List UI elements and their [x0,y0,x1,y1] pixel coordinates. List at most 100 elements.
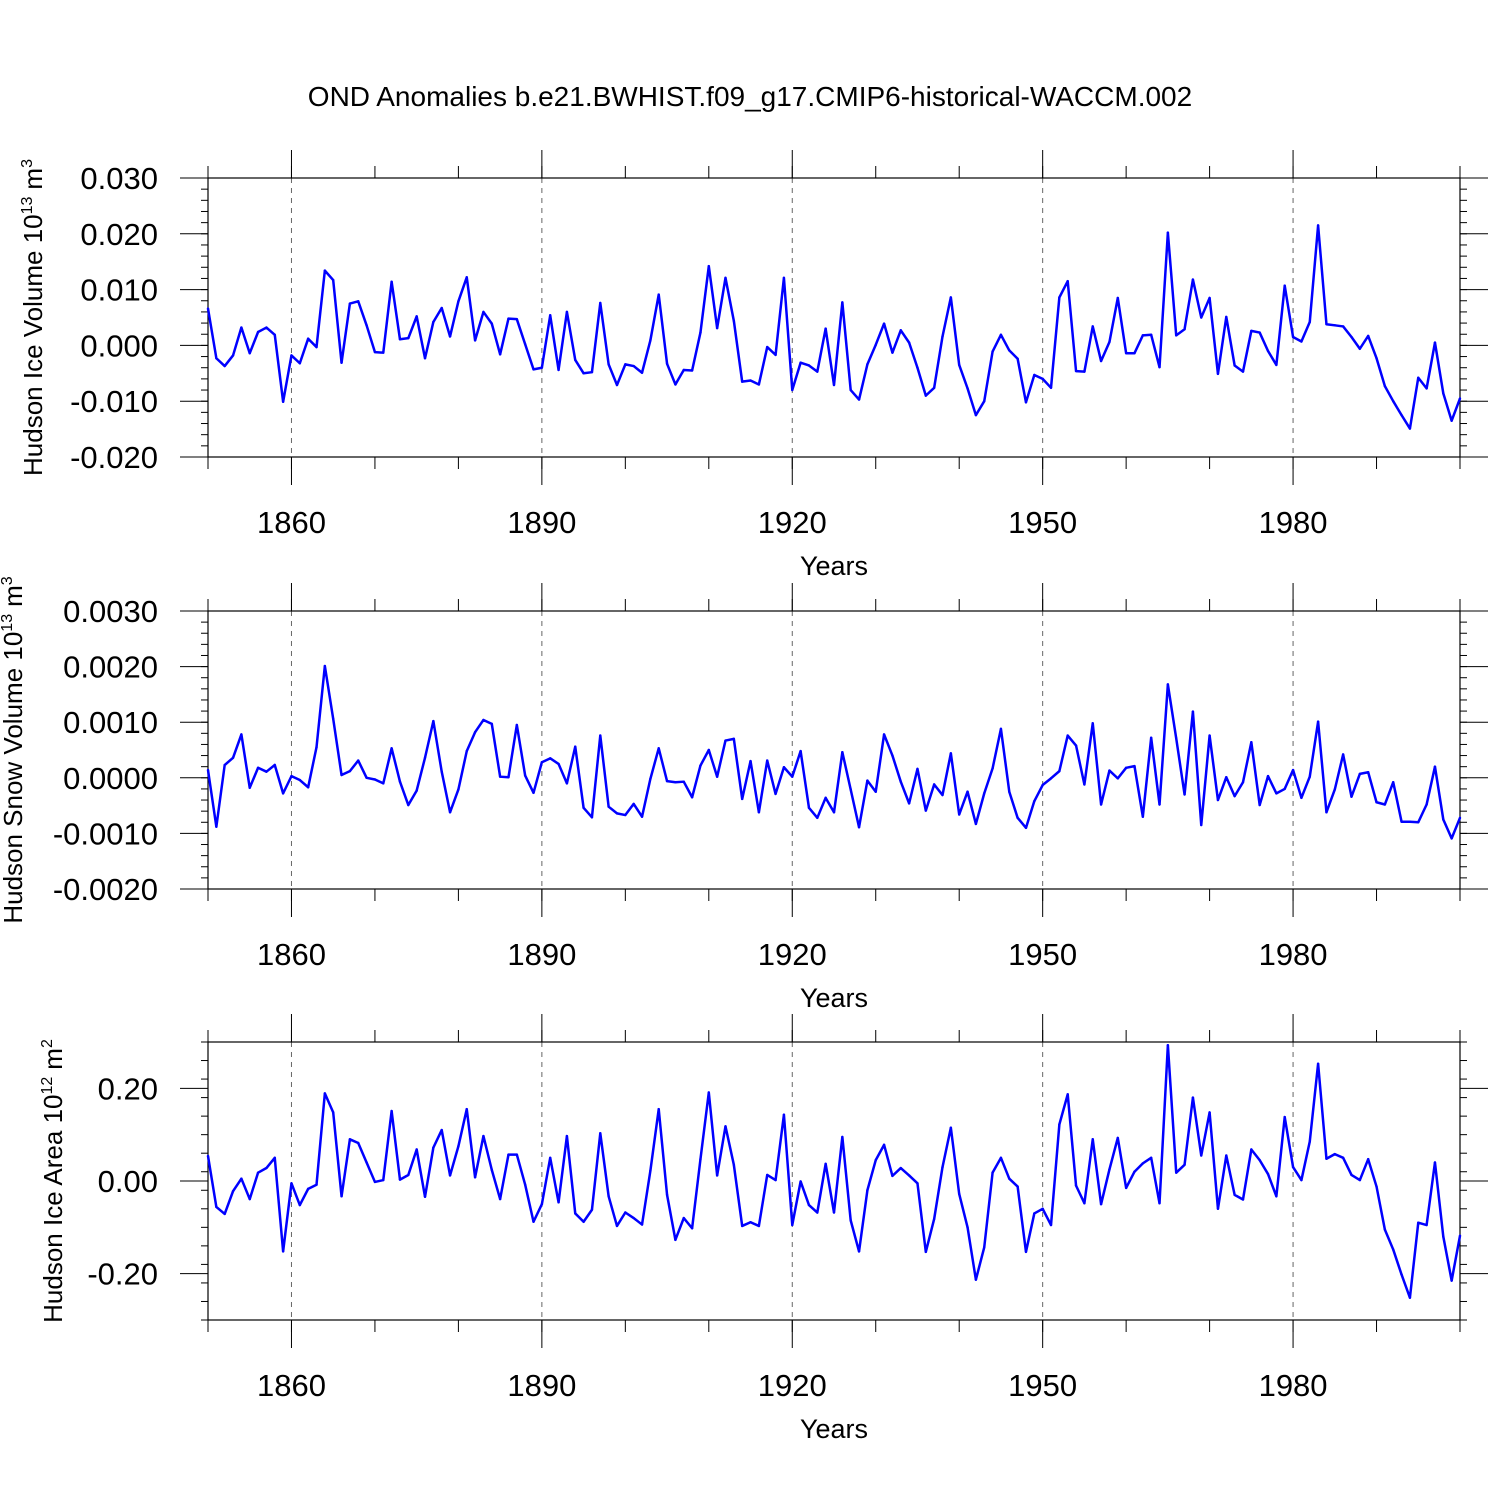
data-point [924,394,928,397]
data-point [599,1132,602,1135]
data-point [1099,359,1103,363]
data-point [1308,1140,1311,1143]
data-point [1325,811,1328,814]
data-point [1108,340,1111,344]
data-point [482,1134,485,1138]
data-point [1383,1228,1387,1231]
y-axis-label-part: Hudson Snow Volume 10 [0,632,28,924]
data-point [1283,787,1286,791]
x-tick-label: 1890 [507,505,576,540]
data-point [699,764,702,767]
data-point [1158,1202,1161,1205]
data-point [1366,771,1370,774]
data-point [1458,1234,1462,1237]
data-point [816,370,819,373]
data-point [1341,1156,1345,1160]
data-point [306,786,310,789]
data-point [398,338,402,341]
data-point [1433,341,1437,344]
data-point [390,1109,393,1113]
data-point [281,1250,285,1253]
data-point [1208,734,1211,737]
y-axis-label: Hudson Ice Area 1012 m2 [38,1039,68,1323]
data-point [1358,1178,1362,1182]
data-point [1392,781,1395,784]
data-point [1442,818,1445,821]
data-point [1175,737,1178,740]
data-point [382,351,385,354]
data-point [440,306,443,310]
data-point [1258,803,1261,807]
data-point [1392,400,1395,403]
data-point [824,796,827,800]
data-point [465,749,468,753]
data-point [1066,1093,1069,1096]
data-point [1291,1165,1295,1169]
y-tick-label: -0.20 [87,1257,158,1292]
data-point [1458,397,1462,400]
x-tick-label: 1860 [257,505,326,540]
data-point [565,782,569,785]
data-point [1149,736,1153,739]
data-point [682,368,685,372]
data-point [1325,1157,1328,1160]
data-point [557,1201,560,1204]
data-point [407,336,410,340]
data-point [515,723,519,727]
data-point [1083,783,1086,786]
data-point [440,1128,443,1132]
data-point [490,1168,493,1172]
data-point [1074,744,1078,747]
data-point [857,398,861,401]
data-point [507,1153,510,1156]
data-point [932,1217,936,1221]
data-point [1375,1185,1378,1188]
data-point [557,762,560,766]
data-point [607,363,610,366]
data-point [357,759,360,762]
data-point [674,781,677,784]
data-point [465,1107,468,1111]
data-point [1091,1138,1094,1141]
data-point [690,1227,694,1230]
data-point [1091,722,1094,725]
data-point [1233,1193,1236,1197]
data-point [1191,278,1195,281]
data-point [365,324,368,327]
data-point [774,353,777,357]
data-point [932,386,936,390]
data-point [1141,1162,1145,1165]
data-point [991,350,994,353]
data-point [473,1176,477,1179]
data-point [348,769,352,773]
data-point [1200,823,1203,827]
y-axis-label-part: m [0,585,28,607]
data-point [782,276,786,280]
data-point [916,1182,919,1185]
data-point [1366,1158,1370,1161]
data-point [1341,325,1345,328]
data-point [1049,777,1053,780]
data-point [231,354,235,357]
data-point [1008,349,1011,352]
data-point [1275,363,1278,367]
data-point [373,350,377,354]
data-point [482,718,485,722]
data-point [1091,325,1094,328]
x-tick-label: 1980 [1259,1368,1328,1403]
data-point [1116,296,1119,300]
data-point [966,790,969,793]
data-point [448,335,452,338]
data-point [1258,331,1261,334]
data-point [891,754,894,757]
y-tick-label: -0.0020 [53,872,158,907]
data-point [690,369,694,372]
data-point [1225,315,1228,319]
data-point [523,774,527,777]
data-point [473,339,477,342]
data-point [841,301,844,304]
data-point [1058,1123,1061,1126]
data-point [1183,328,1186,331]
plot-frame [207,177,1461,458]
data-point [907,341,911,344]
